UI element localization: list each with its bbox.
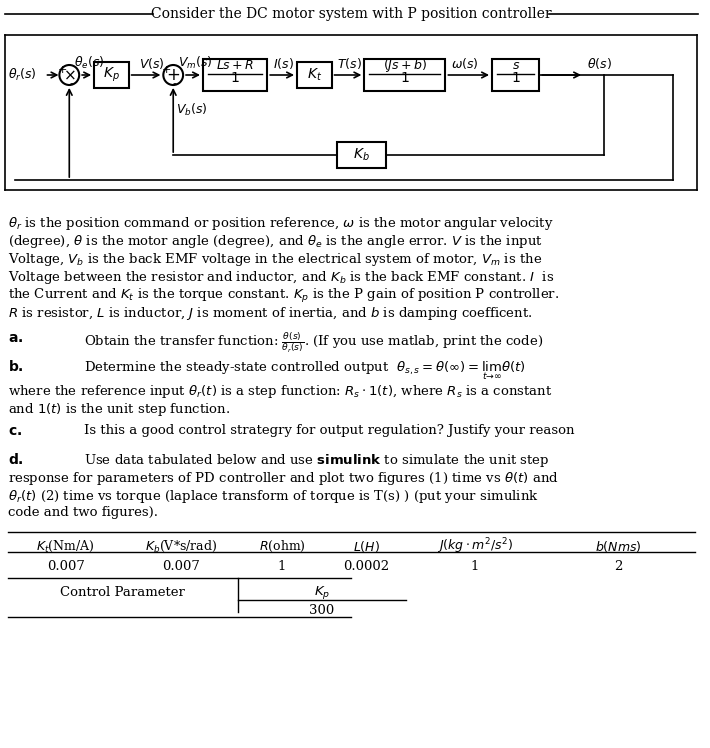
Bar bbox=[203, 59, 267, 91]
Text: Use data tabulated below and use $\mathbf{simulink}$ to simulate the unit step: Use data tabulated below and use $\mathb… bbox=[84, 452, 550, 469]
Text: $L(H)$: $L(H)$ bbox=[353, 539, 380, 554]
Text: Determine the steady-state controlled output  $\theta_{s,s} = \theta(\infty) = \: Determine the steady-state controlled ou… bbox=[84, 359, 526, 381]
Text: $\mathbf{b.}$: $\mathbf{b.}$ bbox=[8, 359, 23, 374]
Text: $\times$: $\times$ bbox=[63, 67, 76, 82]
Text: 300: 300 bbox=[309, 604, 334, 616]
Text: $K_t$: $K_t$ bbox=[307, 67, 322, 83]
Text: 1: 1 bbox=[278, 560, 286, 572]
Text: and $1(t)$ is the unit step function.: and $1(t)$ is the unit step function. bbox=[8, 401, 230, 418]
Text: 0.007: 0.007 bbox=[47, 560, 84, 572]
Text: $b(Nms)$: $b(Nms)$ bbox=[595, 539, 642, 554]
Text: (degree), $\theta$ is the motor angle (degree), and $\theta_e$ is the angle erro: (degree), $\theta$ is the motor angle (d… bbox=[8, 233, 542, 250]
Bar bbox=[492, 59, 540, 91]
Text: code and two figures).: code and two figures). bbox=[8, 506, 158, 519]
Text: 2: 2 bbox=[614, 560, 623, 572]
Text: $R$(ohm): $R$(ohm) bbox=[258, 539, 305, 554]
Text: $\mathbf{d.}$: $\mathbf{d.}$ bbox=[8, 452, 23, 467]
Text: $T(s)$: $T(s)$ bbox=[337, 55, 361, 70]
Text: +: + bbox=[58, 65, 67, 75]
Text: $\theta_r(t)$ (2) time vs torque (laplace transform of torque is T(s) ) (put you: $\theta_r(t)$ (2) time vs torque (laplac… bbox=[8, 488, 539, 505]
Text: $\theta_r(s)$: $\theta_r(s)$ bbox=[8, 67, 37, 83]
Text: $\theta(s)$: $\theta(s)$ bbox=[587, 55, 612, 70]
Text: response for parameters of PD controller and plot two figures (1) time vs $\thet: response for parameters of PD controller… bbox=[8, 470, 559, 487]
Bar bbox=[337, 142, 386, 168]
Text: $1$: $1$ bbox=[400, 71, 410, 85]
Text: $\omega(s)$: $\omega(s)$ bbox=[452, 55, 479, 70]
Bar bbox=[297, 62, 332, 88]
Text: the Current and $K_t$ is the torque constant. $K_p$ is the P gain of position P : the Current and $K_t$ is the torque cons… bbox=[8, 287, 559, 305]
Text: Consider the DC motor system with P position controller: Consider the DC motor system with P posi… bbox=[151, 7, 552, 21]
Text: -: - bbox=[173, 78, 176, 88]
Text: $K_b$: $K_b$ bbox=[353, 147, 370, 163]
Text: $\mathbf{c.}$: $\mathbf{c.}$ bbox=[8, 424, 22, 438]
Text: $V(s)$: $V(s)$ bbox=[138, 55, 164, 70]
Text: $\theta_r$ is the position command or position reference, $\omega$ is the motor : $\theta_r$ is the position command or po… bbox=[8, 215, 554, 232]
Text: 0.007: 0.007 bbox=[162, 560, 200, 572]
Text: $I(s)$: $I(s)$ bbox=[273, 55, 294, 70]
Text: $V_m(s)$: $V_m(s)$ bbox=[178, 55, 213, 71]
Text: $R$ is resistor, $L$ is inductor, $J$ is moment of inertia, and $b$ is damping c: $R$ is resistor, $L$ is inductor, $J$ is… bbox=[8, 305, 532, 322]
Text: $K_p$: $K_p$ bbox=[103, 66, 120, 85]
Text: $K_b$(V*s/rad): $K_b$(V*s/rad) bbox=[145, 539, 217, 554]
Text: -: - bbox=[70, 78, 73, 88]
Text: 1: 1 bbox=[471, 560, 479, 572]
Text: $\theta_e(s)$: $\theta_e(s)$ bbox=[75, 55, 105, 71]
Bar bbox=[364, 59, 445, 91]
Text: +: + bbox=[166, 66, 180, 84]
Text: $\mathbf{a.}$: $\mathbf{a.}$ bbox=[8, 331, 23, 345]
Text: $J(kg \cdot m^2/s^2)$: $J(kg \cdot m^2/s^2)$ bbox=[437, 536, 513, 556]
Text: 0.0002: 0.0002 bbox=[343, 560, 389, 572]
Text: $1$: $1$ bbox=[230, 71, 240, 85]
Text: $K_p$: $K_p$ bbox=[314, 583, 329, 601]
Text: $(Js+b)$: $(Js+b)$ bbox=[383, 57, 427, 73]
Text: $K_t$(Nm/A): $K_t$(Nm/A) bbox=[36, 539, 95, 554]
Text: Obtain the transfer function: $\frac{\theta(s)}{\theta_r(s)}$. (If you use matla: Obtain the transfer function: $\frac{\th… bbox=[84, 331, 543, 355]
Bar bbox=[94, 62, 129, 88]
Text: +: + bbox=[162, 65, 171, 75]
Text: Voltage between the resistor and inductor, and $K_b$ is the back EMF constant. $: Voltage between the resistor and inducto… bbox=[8, 269, 555, 286]
Text: Voltage, $V_b$ is the back EMF voltage in the electrical system of motor, $V_m$ : Voltage, $V_b$ is the back EMF voltage i… bbox=[8, 251, 542, 268]
Text: where the reference input $\theta_r(t)$ is a step function: $R_s \cdot 1(t)$, wh: where the reference input $\theta_r(t)$ … bbox=[8, 383, 552, 400]
Text: Is this a good control strategry for output regulation? Justify your reason: Is this a good control strategry for out… bbox=[84, 424, 574, 437]
Text: $s$: $s$ bbox=[512, 58, 520, 72]
Text: Control Parameter: Control Parameter bbox=[60, 586, 185, 598]
Text: $Ls+R$: $Ls+R$ bbox=[216, 58, 254, 72]
Text: $V_b(s)$: $V_b(s)$ bbox=[176, 102, 208, 118]
Text: $1$: $1$ bbox=[511, 71, 520, 85]
